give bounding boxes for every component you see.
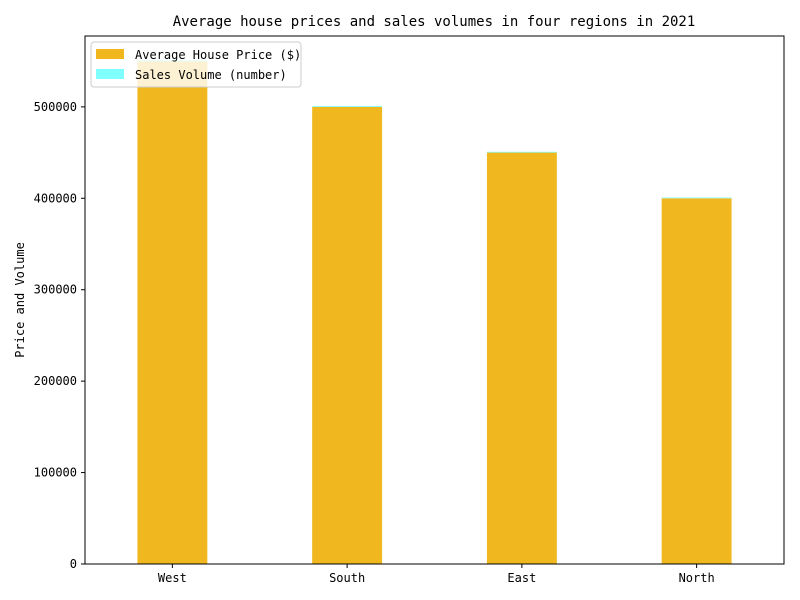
legend-box [90,41,302,88]
chart-title: Average house prices and sales volumes i… [173,14,696,30]
y-tick-label: 100000 [34,466,77,480]
legend-label-volume: Sales Volume (number) [135,68,287,82]
legend-label-price: Average House Price ($) [135,48,301,62]
y-axis-label: Price and Volume [13,242,27,358]
x-axis: West South East North [158,564,715,585]
x-tick-label: East [507,571,536,585]
bar-south-price [312,106,383,565]
bar-west-price [137,61,208,564]
y-tick-label: 300000 [34,283,77,297]
y-tick-label: 500000 [34,100,77,114]
bar-north-volume [661,197,732,199]
y-tick-label: 0 [70,557,77,571]
x-tick-label: North [679,571,715,585]
plot-frame [84,35,785,565]
bar-south-volume [312,105,383,107]
bar-east-price [486,152,557,564]
bar-north-price [661,198,732,565]
x-tick-label: South [329,571,365,585]
x-tick-label: West [158,571,187,585]
bar-east-volume [486,151,557,153]
legend-swatch-volume [96,69,124,79]
y-tick-label: 200000 [34,374,77,388]
legend-swatch-price [96,49,124,59]
plot-area [137,60,732,565]
legend: Average House Price ($) Sales Volume (nu… [90,41,302,88]
y-axis: 0 100000 200000 300000 400000 500000 [34,100,85,571]
y-tick-label: 400000 [34,191,77,205]
